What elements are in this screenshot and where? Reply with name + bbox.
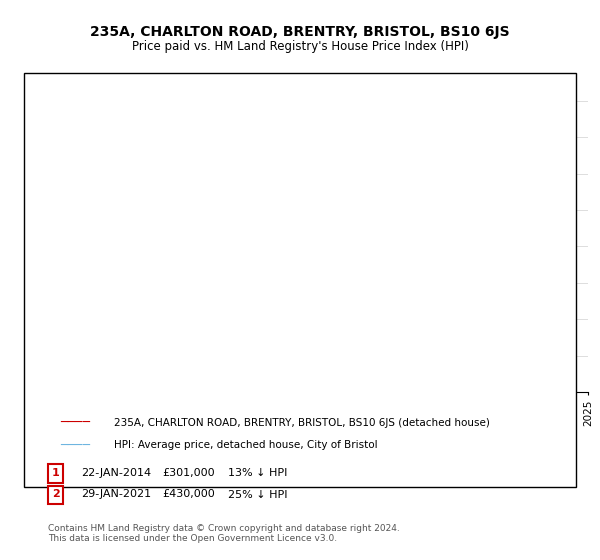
Text: £430,000: £430,000 [162, 489, 215, 500]
Text: 235A, CHARLTON ROAD, BRENTRY, BRISTOL, BS10 6JS (detached house): 235A, CHARLTON ROAD, BRENTRY, BRISTOL, B… [114, 418, 490, 428]
Text: 1: 1 [52, 468, 59, 478]
Text: 25% ↓ HPI: 25% ↓ HPI [228, 489, 287, 500]
Text: 2: 2 [52, 489, 59, 500]
Text: HPI: Average price, detached house, City of Bristol: HPI: Average price, detached house, City… [114, 440, 377, 450]
Text: Price paid vs. HM Land Registry's House Price Index (HPI): Price paid vs. HM Land Registry's House … [131, 40, 469, 53]
Text: ────: ──── [60, 416, 90, 430]
Text: ────: ──── [60, 438, 90, 452]
Text: 13% ↓ HPI: 13% ↓ HPI [228, 468, 287, 478]
Text: 22-JAN-2014: 22-JAN-2014 [81, 468, 151, 478]
Text: 29-JAN-2021: 29-JAN-2021 [81, 489, 151, 500]
Text: Contains HM Land Registry data © Crown copyright and database right 2024.
This d: Contains HM Land Registry data © Crown c… [48, 524, 400, 543]
Text: 235A, CHARLTON ROAD, BRENTRY, BRISTOL, BS10 6JS: 235A, CHARLTON ROAD, BRENTRY, BRISTOL, B… [90, 25, 510, 39]
Text: 2: 2 [526, 139, 533, 150]
Text: 1: 1 [392, 139, 400, 150]
Text: £301,000: £301,000 [162, 468, 215, 478]
